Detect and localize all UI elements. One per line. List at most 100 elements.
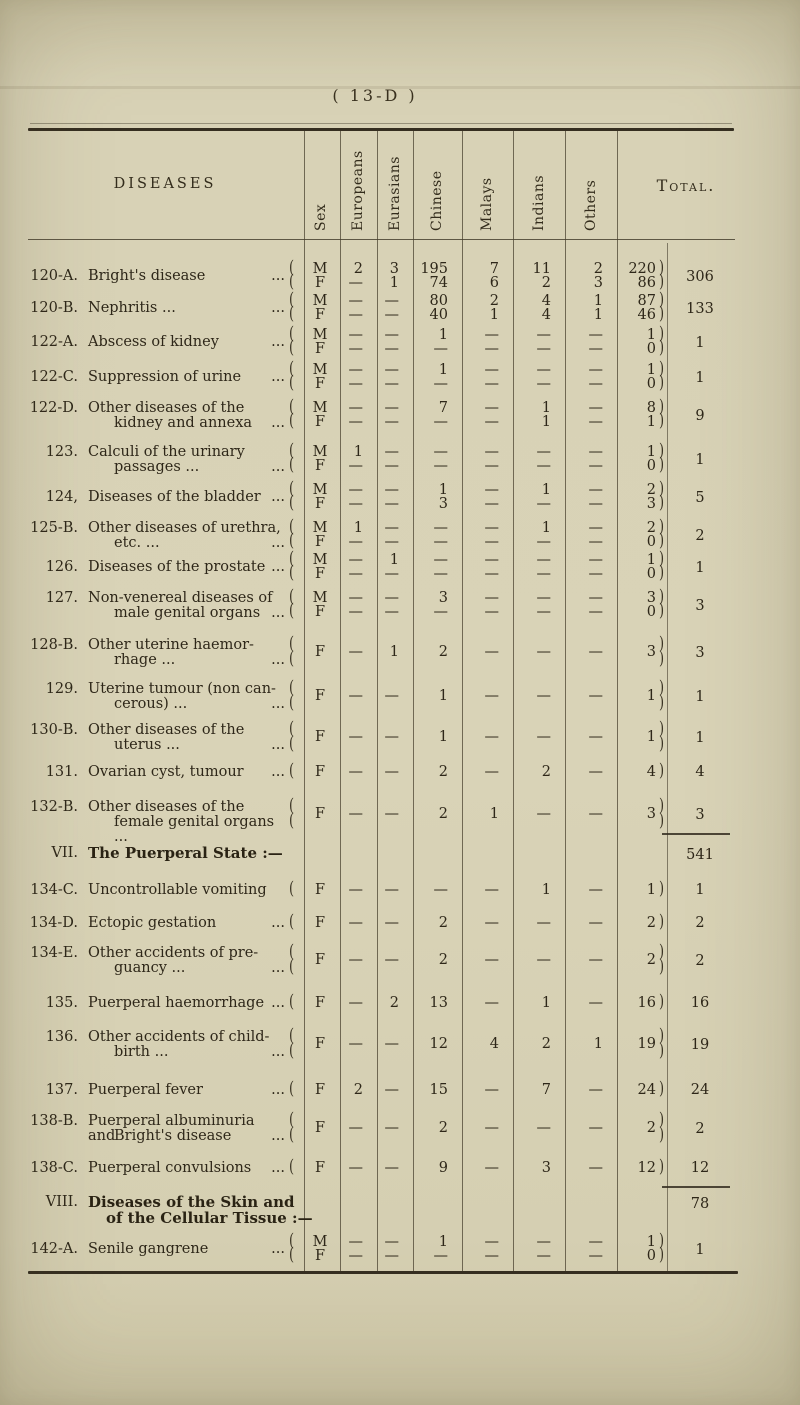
column-header-diseases: DISEASES xyxy=(113,176,217,192)
close-brace: ) xyxy=(659,1026,665,1047)
sex-label: M xyxy=(312,327,328,343)
sex-subtotal: 19 xyxy=(637,1036,656,1052)
count-cell: 4 xyxy=(489,1036,499,1052)
count-cell: — xyxy=(384,1234,400,1250)
count-cell: 2 xyxy=(489,293,499,309)
count-cell: — xyxy=(588,764,604,780)
close-brace: ) xyxy=(659,912,665,933)
open-brace: ( xyxy=(289,1041,295,1062)
open-brace: ( xyxy=(289,563,295,584)
count-cell: — xyxy=(348,458,364,474)
disease-code: 122-C. xyxy=(30,369,78,385)
count-cell: — xyxy=(588,604,604,620)
count-cell: — xyxy=(384,1120,400,1136)
count-cell: — xyxy=(588,644,604,660)
count-cell: — xyxy=(588,534,604,550)
open-brace: ( xyxy=(289,649,295,670)
disease-name-text: Ectopic gestation xyxy=(88,915,217,931)
row-total: 2 xyxy=(695,915,705,931)
disease-name-text: Ovarian cyst, tumour xyxy=(88,764,244,780)
open-brace: ( xyxy=(289,942,295,963)
count-cell: 1 xyxy=(593,307,603,323)
open-brace: ( xyxy=(289,290,295,311)
disease-name-line: Other diseases of the xyxy=(88,800,285,815)
sex-subtotal: 1 xyxy=(646,688,656,704)
disease-code: 120-B. xyxy=(30,300,78,316)
close-brace: ) xyxy=(659,373,665,394)
sex-label: M xyxy=(312,482,328,498)
disease-code: 142-A. xyxy=(30,1241,78,1257)
row-total: 133 xyxy=(686,301,714,317)
open-brace: ( xyxy=(289,634,295,655)
table-row: 128-B. Other uterine haemor-rhage ...... (… xyxy=(0,634,800,672)
count-cell: — xyxy=(384,764,400,780)
disease-name-text: Other uterine haemor- xyxy=(88,637,254,653)
count-cell: — xyxy=(348,1036,364,1052)
close-brace: ) xyxy=(659,601,665,622)
close-brace: ) xyxy=(659,397,665,418)
sex-label: F xyxy=(314,952,326,968)
disease-code: 120-A. xyxy=(30,268,78,284)
count-cell: 1 xyxy=(353,444,363,460)
column-divider xyxy=(565,131,566,1271)
count-cell: 2 xyxy=(438,806,448,822)
sex-label: F xyxy=(314,806,326,822)
count-cell: — xyxy=(484,590,500,606)
row-total: 2 xyxy=(695,953,705,969)
count-cell: — xyxy=(536,952,552,968)
sex-subtotal: 86 xyxy=(637,275,656,291)
count-cell: — xyxy=(433,1248,449,1264)
count-cell: — xyxy=(348,590,364,606)
count-cell: — xyxy=(588,496,604,512)
count-cell: — xyxy=(536,376,552,392)
disease-name-line: male genital organs... xyxy=(114,606,285,621)
count-cell: — xyxy=(348,729,364,745)
count-cell: 1 xyxy=(353,520,363,536)
table-bottom-border xyxy=(28,1271,738,1274)
count-cell: — xyxy=(536,644,552,660)
disease-name-line: Puerperal convulsions... xyxy=(88,1161,285,1176)
count-cell: — xyxy=(536,327,552,343)
count-cell: — xyxy=(536,1248,552,1264)
dot-leader: ... xyxy=(271,415,285,431)
count-cell: — xyxy=(433,444,449,460)
count-cell: 2 xyxy=(389,995,399,1011)
close-brace: ) xyxy=(659,1079,665,1100)
count-cell: — xyxy=(536,604,552,620)
count-cell: — xyxy=(536,341,552,357)
count-cell: — xyxy=(588,882,604,898)
count-cell: 11 xyxy=(532,261,551,277)
table-row: 136. Other accidents of child-birth .....… xyxy=(0,1026,800,1064)
disease-name-line: Calculi of the urinary xyxy=(88,445,285,460)
count-cell: — xyxy=(484,1120,500,1136)
disease-code: 127. xyxy=(45,590,78,606)
sex-subtotal: 1 xyxy=(646,552,656,568)
table-row: 135. Puerperal haemorrhage... () F — 2 13 — 1 — 16… xyxy=(0,992,800,1030)
disease-name-line: Ectopic gestation... xyxy=(88,916,285,931)
disease-name-line: passages ...... xyxy=(114,460,285,475)
count-cell: — xyxy=(484,444,500,460)
disease-name-line: Ovarian cyst, tumour... xyxy=(88,765,285,780)
count-cell: — xyxy=(384,414,400,430)
count-cell: — xyxy=(348,995,364,1011)
table-row: 137. Puerperal fever... () F 2 — 15 — 7 — 24 24 xyxy=(0,1079,800,1117)
count-cell: 2 xyxy=(438,915,448,931)
sex-subtotal: 3 xyxy=(646,590,656,606)
row-total: 1 xyxy=(695,452,705,468)
count-cell: — xyxy=(484,882,500,898)
dot-leader: ... xyxy=(271,995,285,1011)
count-cell: 12 xyxy=(429,1036,448,1052)
dot-leader: ... xyxy=(271,1082,285,1098)
table-row: 134-E. Other accidents of pre-guancy ....… xyxy=(0,942,800,980)
disease-name-text: guancy ... xyxy=(114,960,186,976)
table-row: 120-B. Nephritis ......()() M — —80 2 4 1 87 F — —4… xyxy=(0,290,800,328)
close-brace: ) xyxy=(659,441,665,462)
count-cell: — xyxy=(348,534,364,550)
count-cell: 7 xyxy=(541,1082,551,1098)
disease-code: 129. xyxy=(45,681,78,697)
count-cell: 1 xyxy=(541,995,551,1011)
scan-artifact-line xyxy=(0,86,800,89)
disease-name-line: Non-venereal diseases of xyxy=(88,591,285,606)
count-cell: 3 xyxy=(438,590,448,606)
